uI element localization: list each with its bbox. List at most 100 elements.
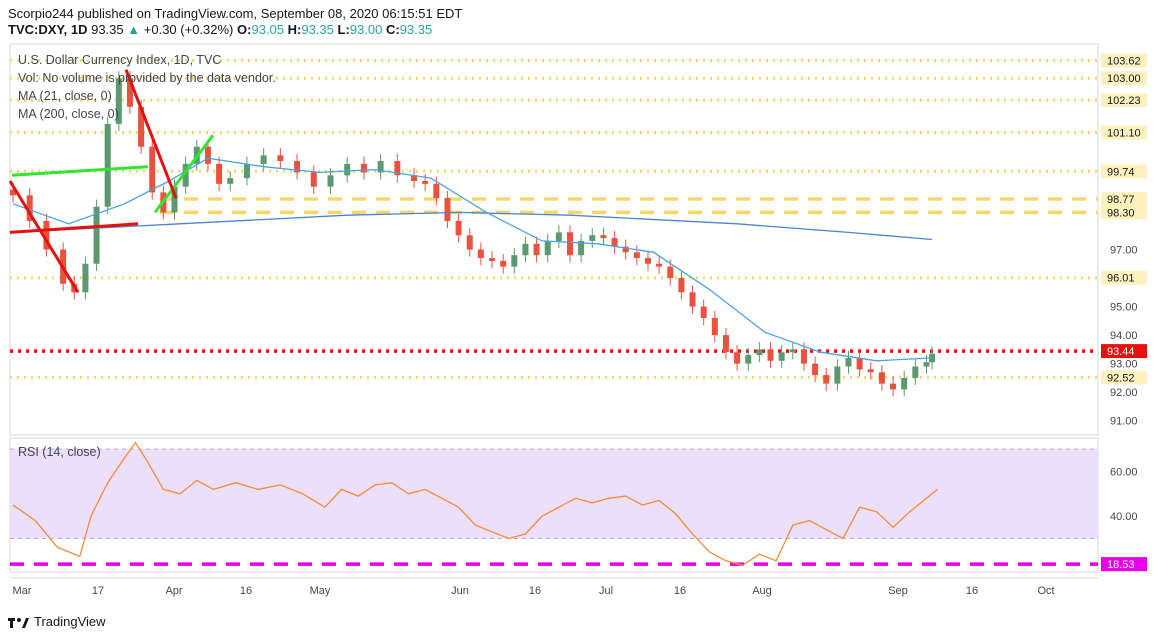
candle-body bbox=[778, 352, 785, 361]
candle-body bbox=[433, 183, 440, 199]
price-tick-label: 94.00 bbox=[1110, 330, 1138, 342]
price-level-label-bg bbox=[1101, 53, 1147, 68]
candle-body bbox=[901, 377, 908, 390]
price-level-label-bg bbox=[1101, 71, 1147, 86]
candle-body bbox=[555, 232, 562, 241]
candle-body bbox=[622, 246, 629, 253]
price-level-label: 98.30 bbox=[1107, 207, 1135, 219]
time-tick-label: Sep bbox=[888, 585, 908, 597]
price-level-label-bg bbox=[1101, 93, 1147, 108]
candle-body bbox=[243, 163, 250, 179]
candle-body bbox=[644, 258, 651, 264]
time-tick-label: Jun bbox=[451, 585, 469, 597]
price-level-label-bg bbox=[1101, 370, 1147, 385]
red-trend-line bbox=[8, 180, 80, 294]
time-tick-label: Oct bbox=[1037, 585, 1054, 597]
legend-ma200: MA (200, close, 0) bbox=[18, 107, 119, 121]
candle-body bbox=[115, 78, 122, 124]
candle-body bbox=[360, 163, 367, 173]
time-tick-label: 16 bbox=[529, 585, 541, 597]
time-tick-label: 16 bbox=[674, 585, 686, 597]
candle-body bbox=[800, 349, 807, 364]
symbol-label: TVC:DXY, 1D bbox=[8, 22, 88, 37]
candle-body bbox=[912, 366, 919, 378]
candle-body bbox=[394, 161, 401, 176]
green-trend-line bbox=[11, 165, 149, 177]
up-arrow-icon: ▲ bbox=[127, 22, 141, 37]
candle-body bbox=[489, 258, 496, 261]
candle-body bbox=[10, 189, 16, 196]
candle-body bbox=[611, 238, 618, 247]
candle-body bbox=[812, 363, 819, 376]
rsi-tick-label: 40.00 bbox=[1110, 511, 1138, 523]
candle-body bbox=[26, 195, 33, 221]
candle-body bbox=[878, 372, 885, 384]
candle-body bbox=[544, 240, 551, 256]
rsi-level-label: 18.53 bbox=[1107, 559, 1135, 571]
candle-body bbox=[477, 249, 484, 259]
price-level-label: 103.62 bbox=[1107, 56, 1141, 68]
candle-body bbox=[756, 349, 763, 356]
candle-body bbox=[656, 263, 663, 267]
price-tick-label: 92.00 bbox=[1110, 387, 1138, 399]
candle-body bbox=[722, 335, 729, 353]
candle-body bbox=[149, 146, 156, 193]
candle-body bbox=[578, 240, 585, 256]
tradingview-logo-icon bbox=[8, 615, 30, 629]
time-tick-label: 16 bbox=[966, 585, 978, 597]
time-tick-label: May bbox=[310, 585, 331, 597]
footer-brand[interactable]: TradingView bbox=[8, 614, 106, 629]
time-tick-label: Jul bbox=[599, 585, 613, 597]
publish-info: Scorpio244 published on TradingView.com,… bbox=[8, 6, 463, 21]
candle-body bbox=[678, 278, 685, 293]
price-level-label: 98.77 bbox=[1107, 194, 1135, 206]
candle-body bbox=[856, 357, 863, 370]
legend-volume: Vol: No volume is provided by the data v… bbox=[18, 71, 276, 85]
price-level-label-bg bbox=[1101, 344, 1147, 359]
candle-body bbox=[411, 175, 418, 181]
price-level-label-bg bbox=[1101, 191, 1147, 206]
ma21-line bbox=[12, 157, 933, 362]
green-trend-line bbox=[153, 134, 215, 214]
candle-body bbox=[104, 123, 111, 207]
price-tick-label: 97.00 bbox=[1110, 244, 1138, 256]
rsi-level-label-bg bbox=[1101, 557, 1147, 572]
price-level-label: 96.01 bbox=[1107, 273, 1135, 285]
price-level-label: 92.52 bbox=[1107, 372, 1135, 384]
candle-body bbox=[589, 235, 596, 241]
candle-body bbox=[511, 255, 518, 267]
price-level-label: 102.23 bbox=[1107, 95, 1141, 107]
candle-body bbox=[823, 375, 830, 384]
legend-rsi: RSI (14, close) bbox=[18, 445, 101, 459]
candle-body bbox=[867, 369, 874, 373]
price-level-label: 93.44 bbox=[1107, 346, 1135, 358]
candle-body bbox=[789, 349, 796, 353]
low-value: 93.00 bbox=[349, 22, 383, 37]
time-tick-label: Mar bbox=[13, 585, 32, 597]
legend-ma21: MA (21, close, 0) bbox=[18, 89, 112, 103]
candle-body bbox=[277, 155, 284, 162]
price-level-label-bg bbox=[1101, 164, 1147, 179]
chart-header: Scorpio244 published on TradingView.com,… bbox=[8, 6, 462, 38]
price-level-label-bg bbox=[1101, 125, 1147, 140]
red-trend-line bbox=[9, 222, 139, 234]
rsi-band bbox=[10, 449, 1098, 539]
price-tick-label: 93.00 bbox=[1110, 359, 1138, 371]
price-level-label: 103.00 bbox=[1107, 73, 1141, 85]
candle-body bbox=[216, 163, 223, 184]
candle-body bbox=[567, 232, 573, 256]
candle-body bbox=[834, 366, 841, 384]
time-tick-label: 16 bbox=[240, 585, 252, 597]
time-tick-label: 17 bbox=[92, 585, 104, 597]
candle-body bbox=[734, 352, 741, 364]
high-value: 93.35 bbox=[301, 22, 334, 37]
ma200-line bbox=[12, 211, 933, 241]
candle-body bbox=[422, 180, 429, 184]
candle-body bbox=[43, 220, 50, 250]
candle-body bbox=[923, 362, 930, 367]
candle-body bbox=[600, 235, 607, 239]
candle-body bbox=[344, 163, 351, 176]
candle-body bbox=[310, 172, 317, 187]
candle-body bbox=[182, 163, 189, 187]
